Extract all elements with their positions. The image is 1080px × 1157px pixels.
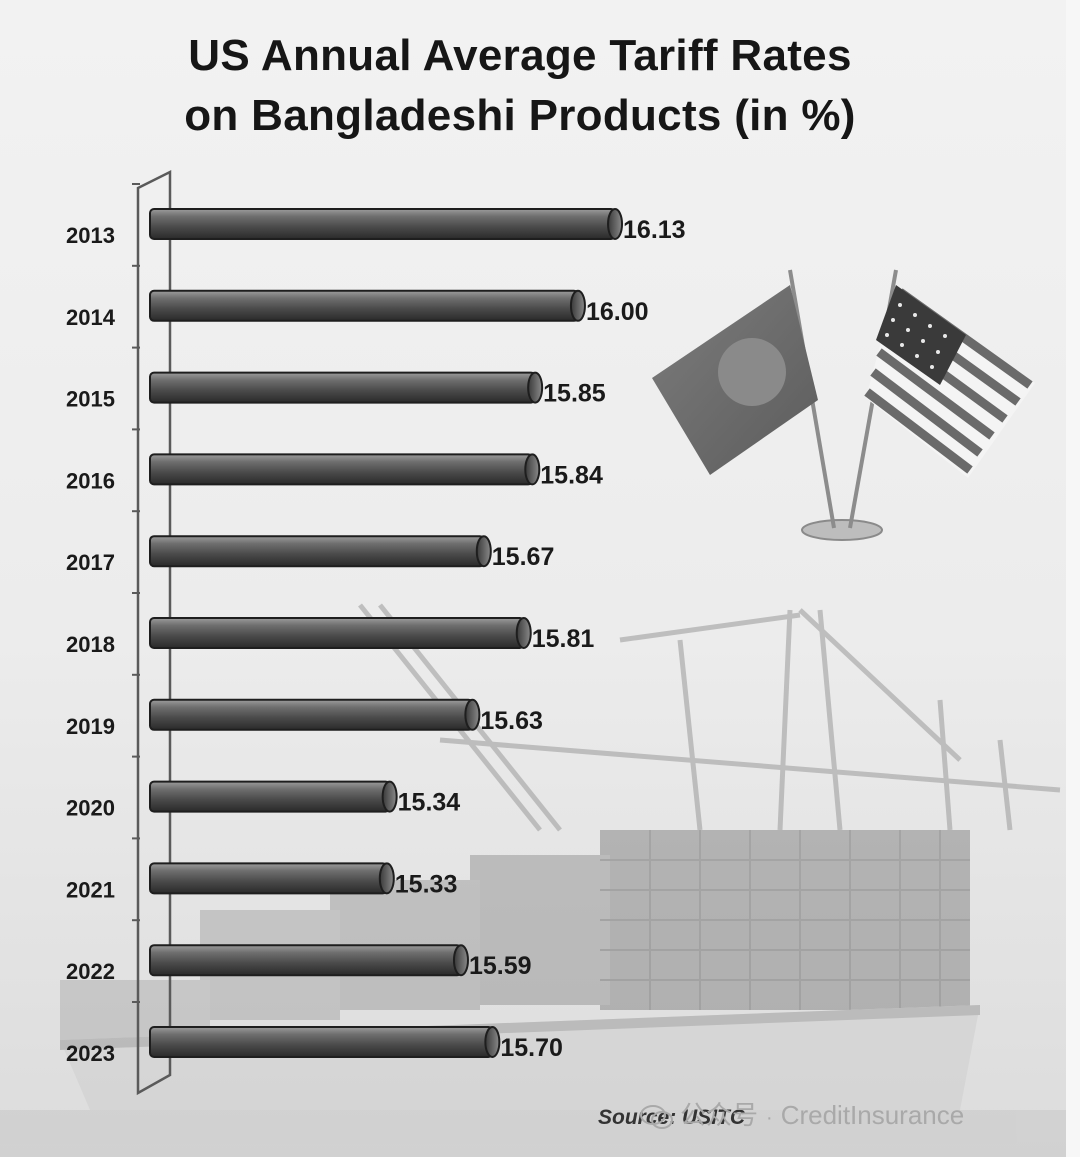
bar-cap	[527, 371, 544, 404]
watermark-separator: ·	[766, 1107, 773, 1129]
bar	[149, 453, 534, 486]
chart-title: US Annual Average Tariff Rates on Bangla…	[120, 26, 920, 146]
bar	[149, 617, 525, 649]
bar	[149, 208, 617, 240]
value-label: 16.13	[623, 216, 686, 244]
category-label: 2014	[66, 305, 116, 330]
watermark-name: CreditInsurance	[780, 1100, 965, 1130]
value-label: 15.34	[398, 789, 461, 817]
usa-flag-icon	[864, 285, 1035, 478]
category-label: 2016	[66, 468, 115, 493]
bangladesh-flag-icon	[652, 285, 818, 475]
bar	[149, 535, 485, 568]
category-label: 2013	[66, 223, 115, 248]
bar	[149, 1026, 494, 1058]
category-label: 2020	[66, 796, 115, 821]
bar	[149, 698, 474, 731]
value-label: 15.70	[500, 1034, 563, 1062]
bar	[149, 289, 579, 322]
category-label: 2021	[66, 877, 115, 902]
category-label: 2022	[66, 959, 115, 984]
axis-wall	[136, 169, 172, 1096]
bar-cap	[475, 535, 492, 568]
category-label: 2015	[66, 387, 115, 412]
bar-cap	[464, 698, 481, 731]
flags-decoration	[652, 269, 1035, 541]
bar-cap	[452, 944, 469, 977]
watermark-cn-label: 公众号	[680, 1100, 759, 1130]
value-label: 15.85	[543, 380, 606, 408]
chart-title-line-1: US Annual Average Tariff Rates	[188, 31, 852, 80]
bar-cap	[515, 617, 532, 649]
bar-cap	[569, 289, 586, 322]
bar	[149, 944, 462, 977]
value-label: 15.63	[480, 707, 543, 735]
bar	[149, 862, 388, 895]
bars-layer: 2013 16.13 2014 16.00 2015 15.85 2016 15.84 2017…	[66, 183, 686, 1066]
category-label: 2019	[66, 714, 115, 739]
category-label: 2018	[66, 632, 115, 657]
category-label: 2017	[66, 550, 115, 575]
bar-cap	[484, 1026, 501, 1058]
value-label: 15.81	[532, 625, 595, 653]
wechat-icon	[640, 1105, 673, 1130]
chart-title-line-2: on Bangladeshi Products (in %)	[184, 91, 856, 140]
bar-cap	[524, 453, 541, 486]
bar-cap	[378, 862, 395, 895]
bar-cap	[381, 780, 398, 813]
value-label: 15.33	[395, 870, 458, 898]
watermark: 公众号 · CreditInsurance	[640, 1095, 964, 1132]
category-label: 2023	[66, 1041, 115, 1066]
value-label: 15.67	[492, 543, 555, 571]
value-label: 16.00	[586, 298, 649, 326]
bar-cap	[607, 208, 624, 240]
value-label: 15.84	[540, 461, 603, 489]
bar	[149, 780, 391, 813]
value-label: 15.59	[469, 952, 532, 980]
bar	[149, 371, 537, 404]
